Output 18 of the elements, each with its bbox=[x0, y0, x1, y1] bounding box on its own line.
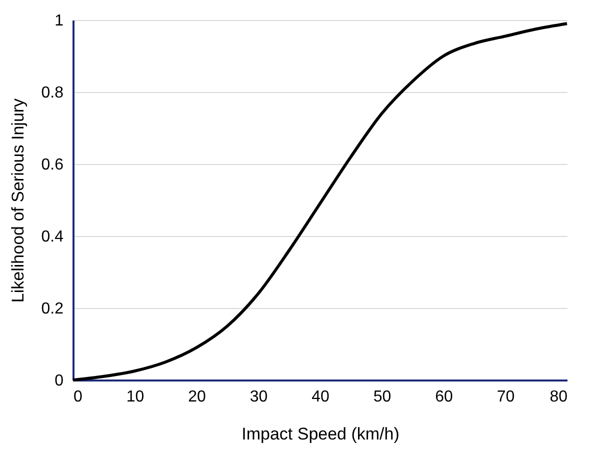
line-series bbox=[72, 22, 568, 382]
x-tick-label: 80 bbox=[550, 388, 568, 406]
x-tick-label: 20 bbox=[188, 388, 206, 406]
x-tick-label: 30 bbox=[250, 388, 268, 406]
x-tick-label: 40 bbox=[312, 388, 330, 406]
x-tick-label: 70 bbox=[496, 388, 515, 406]
x-tick-label: 10 bbox=[126, 388, 144, 406]
y-tick-label: 0.8 bbox=[41, 84, 64, 102]
x-tick-label: 60 bbox=[435, 388, 453, 406]
y-tick-label: 0.2 bbox=[41, 300, 64, 318]
y-axis-title: Likelihood of Serious Injury bbox=[8, 98, 28, 303]
y-tick-label: 1 bbox=[54, 12, 64, 30]
x-axis-title: Impact Speed (km/h) bbox=[242, 424, 400, 444]
y-tick-label: 0.6 bbox=[41, 156, 64, 174]
x-tick-label: 50 bbox=[373, 388, 392, 406]
y-tick-label: 0.4 bbox=[41, 228, 64, 246]
x-tick-label: 0 bbox=[74, 388, 82, 406]
y-tick-label: 0 bbox=[54, 372, 64, 390]
